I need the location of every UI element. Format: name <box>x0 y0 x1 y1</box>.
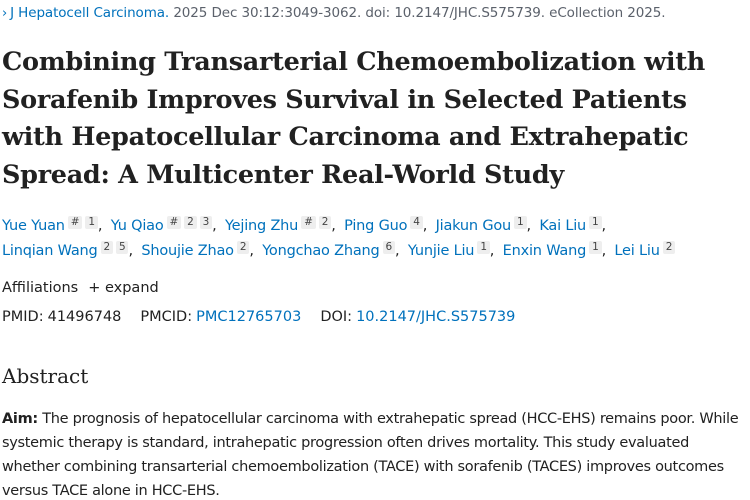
title-line: Combining Transarterial Chemoembolizatio… <box>2 47 705 77</box>
expand-affiliations-button[interactable]: + expand <box>88 280 159 296</box>
author-link[interactable]: Kai Liu <box>539 218 587 234</box>
title-line: with Hepatocellular Carcinoma and Extrah… <box>2 122 689 152</box>
author-link[interactable]: Yu Qiao <box>110 218 164 234</box>
author-entry: Ping Guo 4, <box>344 216 428 234</box>
author-link[interactable]: Ping Guo <box>344 218 408 234</box>
abstract-aim-label: Aim: <box>2 411 38 427</box>
affiliation-marker[interactable]: # <box>67 216 83 229</box>
author-list: Yue Yuan #1, Yu Qiao #2 3, Yejing Zhu #2, Pi… <box>2 214 742 264</box>
author-link[interactable]: Jiakun Gou <box>435 218 512 234</box>
author-entry: Linqian Wang 2 5, <box>2 241 133 259</box>
affiliation-marker[interactable]: 2 <box>662 241 676 254</box>
doi-link[interactable]: 10.2147/JHC.S575739 <box>356 309 516 325</box>
pmid-label: PMID: <box>2 309 44 325</box>
author-entry: Enxin Wang 1, <box>502 241 606 259</box>
author-link[interactable]: Yejing Zhu <box>224 218 299 234</box>
affiliation-marker[interactable]: 1 <box>514 216 527 229</box>
author-entry: Yunjie Liu 1, <box>407 241 495 259</box>
pmcid-link[interactable]: PMC12765703 <box>196 309 302 325</box>
citation-details: 2025 Dec 30:12:3049-3062. doi: 10.2147/J… <box>169 5 666 21</box>
abstract-paragraph: Aim: The prognosis of hepatocellular car… <box>2 407 750 500</box>
affiliation-marker[interactable]: 1 <box>477 241 490 254</box>
pmcid-label: PMCID: <box>140 309 193 325</box>
affiliation-marker[interactable]: # <box>301 216 316 229</box>
citation-line: › J Hepatocell Carcinoma. 2025 Dec 30:12:… <box>2 5 666 21</box>
affiliation-marker[interactable]: # <box>166 216 182 229</box>
article-title: Combining Transarterial Chemoembolizatio… <box>2 44 742 194</box>
author-entry: Kai Liu 1, <box>539 216 606 234</box>
affiliations-label: Affiliations <box>2 280 79 296</box>
author-entry: Yu Qiao #2 3, <box>110 216 217 234</box>
author-link[interactable]: Shoujie Zhao <box>141 243 234 259</box>
chevron-right-icon[interactable]: › <box>2 6 8 21</box>
author-entry: Lei Liu 2 <box>614 241 676 259</box>
affiliation-marker[interactable]: 4 <box>410 216 423 229</box>
affiliations-row: Affiliations + expand <box>2 280 159 296</box>
author-link[interactable]: Yunjie Liu <box>407 243 475 259</box>
affiliation-marker[interactable]: 6 <box>382 241 395 254</box>
affiliation-marker[interactable]: 2 <box>236 241 250 254</box>
affiliation-marker[interactable]: 2 <box>100 241 113 254</box>
author-link[interactable]: Lei Liu <box>614 243 660 259</box>
affiliation-marker[interactable]: 1 <box>85 216 98 229</box>
affiliation-marker[interactable]: 3 <box>199 216 213 229</box>
title-line: Sorafenib Improves Survival in Selected … <box>2 84 687 115</box>
author-entry: Yue Yuan #1, <box>2 216 103 234</box>
affiliation-marker[interactable]: 5 <box>116 241 129 254</box>
identifiers-row: PMID: 41496748 PMCID: PMC12765703 DOI: 10.214… <box>2 309 515 325</box>
author-link[interactable]: Yongchao Zhang <box>262 243 380 259</box>
affiliation-marker[interactable]: 2 <box>318 216 332 229</box>
author-entry: Yongchao Zhang 6, <box>262 241 400 259</box>
affiliation-marker[interactable]: 2 <box>184 216 197 229</box>
affiliation-marker[interactable]: 1 <box>589 216 602 229</box>
pmid-value: 41496748 <box>47 309 122 325</box>
author-link[interactable]: Linqian Wang <box>2 243 98 259</box>
doi-label: DOI: <box>320 309 353 325</box>
abstract-heading: Abstract <box>2 364 89 388</box>
author-link[interactable]: Yue Yuan <box>2 218 65 234</box>
abstract-aim-text: The prognosis of hepatocellular carcinom… <box>2 411 739 499</box>
author-entry: Shoujie Zhao 2, <box>141 241 254 259</box>
journal-link[interactable]: J Hepatocell Carcinoma. <box>10 5 170 21</box>
author-entry: Yejing Zhu #2, <box>224 216 336 234</box>
title-line: Spread: A Multicenter Real-World Study <box>2 159 564 190</box>
author-entry: Jiakun Gou 1, <box>435 216 531 234</box>
author-link[interactable]: Enxin Wang <box>502 243 587 259</box>
affiliation-marker[interactable]: 1 <box>589 241 602 254</box>
